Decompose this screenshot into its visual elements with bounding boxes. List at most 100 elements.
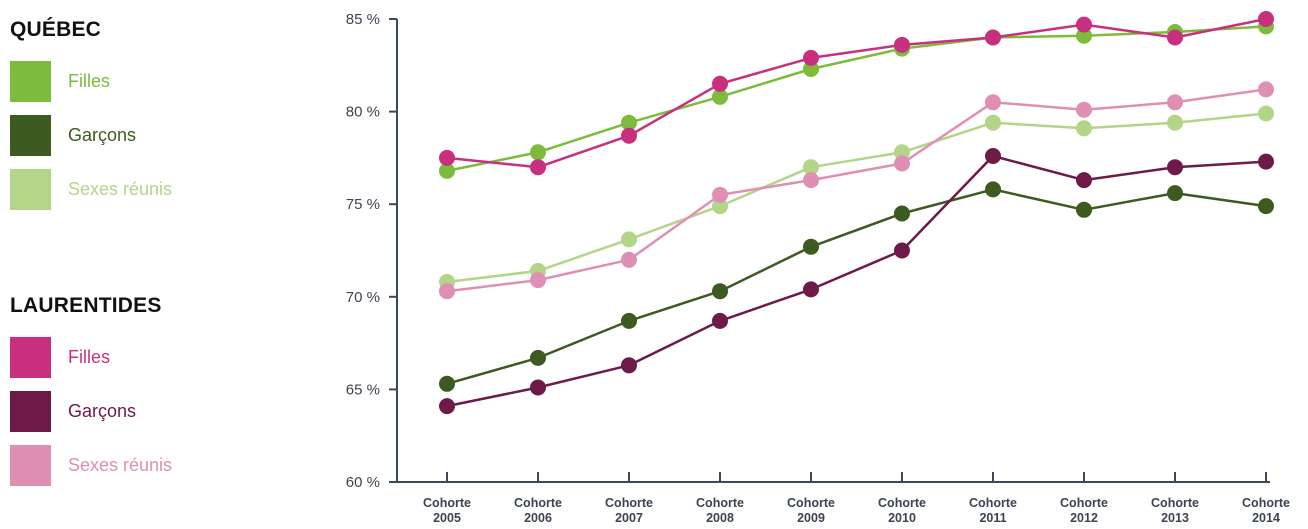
data-point	[985, 114, 1001, 131]
data-point	[439, 398, 455, 415]
series-line	[446, 112, 1267, 284]
legend-item-laurentides-filles: Filles	[10, 330, 172, 384]
legend-swatch	[10, 444, 51, 486]
data-point	[1167, 94, 1183, 111]
legend-swatch	[10, 336, 51, 378]
data-point	[712, 186, 728, 203]
series-line	[446, 154, 1267, 408]
legend-label: Sexes réunis	[68, 178, 173, 199]
legend-label: Sexes réunis	[68, 454, 173, 475]
series-quebec-sexes-reunis	[439, 105, 1274, 290]
x-tick-label: Cohorte 2008	[696, 496, 744, 525]
chart-axes: 60 % 65 % 70 % 75 % 80 % 85 % Cohorte 2005 Cohor…	[346, 11, 1290, 525]
data-point	[530, 159, 546, 176]
legend-label: Garçons	[68, 124, 137, 145]
legend-title: LAURENTIDES	[10, 294, 162, 317]
data-point	[712, 198, 728, 215]
chart-series	[439, 11, 1274, 415]
data-point	[712, 88, 728, 105]
x-tick-label: Cohorte 2013	[1151, 496, 1199, 525]
data-point	[1258, 11, 1274, 27]
series-quebec-filles	[439, 18, 1274, 179]
data-point	[894, 36, 910, 53]
legend-group-laurentides: LAURENTIDES Filles Garçons Sexes réunis	[10, 294, 172, 492]
legend-item-laurentides-sexes-reunis: Sexes réunis	[10, 438, 172, 492]
y-tick-label: 65 %	[346, 381, 380, 398]
x-tick-label: Cohorte 2010	[878, 496, 926, 525]
y-tick-label: 70 %	[346, 289, 380, 306]
data-point	[894, 205, 910, 222]
data-point	[439, 149, 455, 166]
legend-item-quebec-garcons: Garçons	[10, 108, 172, 162]
data-point	[1258, 198, 1274, 215]
data-point	[1076, 16, 1092, 33]
data-point	[712, 312, 728, 329]
data-point	[1076, 27, 1092, 44]
data-point	[1258, 153, 1274, 170]
data-point	[530, 349, 546, 366]
x-tick-label: Cohorte 2005	[423, 496, 471, 525]
data-point	[803, 61, 819, 77]
x-tick-label: Cohorte 2006	[514, 496, 562, 525]
data-point	[1258, 105, 1274, 122]
data-point	[985, 181, 1001, 198]
data-point	[712, 75, 728, 92]
data-point	[530, 144, 546, 161]
series-laurentides-sexes-reunis	[439, 81, 1274, 300]
series-laurentides-garcons	[439, 148, 1274, 415]
y-tick-label: 75 %	[346, 196, 380, 213]
legend-item-laurentides-garcons: Garçons	[10, 384, 172, 438]
series-line	[446, 25, 1267, 173]
x-tick-label: Cohorte 2009	[787, 496, 835, 525]
legend-title: QUÉBEC	[10, 18, 102, 41]
y-tick-label: 80 %	[346, 104, 380, 121]
data-point	[439, 375, 455, 392]
data-point	[985, 29, 1001, 46]
legend-label: Garçons	[68, 400, 137, 421]
data-point	[985, 148, 1001, 164]
data-point	[803, 238, 819, 255]
data-point	[894, 144, 910, 161]
x-tick-label: Cohorte 2007	[605, 496, 653, 525]
legend-swatch	[10, 168, 51, 210]
legend-swatch	[10, 390, 51, 432]
data-point	[1258, 81, 1274, 98]
data-point	[439, 283, 455, 300]
data-point	[985, 94, 1001, 111]
data-point	[621, 251, 637, 268]
data-point	[621, 312, 637, 329]
data-point	[1076, 201, 1092, 218]
series-laurentides-filles	[439, 11, 1274, 176]
data-point	[1076, 120, 1092, 137]
data-point	[1076, 172, 1092, 189]
series-line	[446, 88, 1267, 293]
y-tick-label: 60 %	[346, 474, 380, 491]
data-point	[530, 379, 546, 396]
legend-item-quebec-sexes-reunis: Sexes réunis	[10, 162, 172, 216]
series-quebec-garcons	[439, 181, 1274, 392]
data-point	[530, 272, 546, 289]
data-point	[894, 155, 910, 172]
data-point	[439, 162, 455, 179]
data-point	[712, 283, 728, 300]
series-line	[446, 188, 1267, 386]
data-point	[803, 159, 819, 176]
y-tick-label: 85 %	[346, 11, 380, 28]
x-tick-label: Cohorte 2014	[1242, 496, 1290, 525]
data-point	[621, 231, 637, 248]
data-point	[894, 242, 910, 259]
data-point	[803, 172, 819, 189]
legend-label: Filles	[68, 346, 111, 367]
data-point	[1167, 114, 1183, 131]
data-point	[621, 357, 637, 374]
data-point	[621, 127, 637, 144]
x-tick-label: Cohorte 2012	[1060, 496, 1108, 525]
legend-swatch	[10, 114, 51, 156]
legend-label: Filles	[68, 70, 111, 91]
data-point	[621, 114, 637, 131]
data-point	[803, 281, 819, 298]
legend-group-quebec: QUÉBEC Filles Garçons Sexes réunis	[10, 18, 172, 216]
legend-item-quebec-filles: Filles	[10, 54, 172, 108]
legend-swatch	[10, 60, 51, 102]
